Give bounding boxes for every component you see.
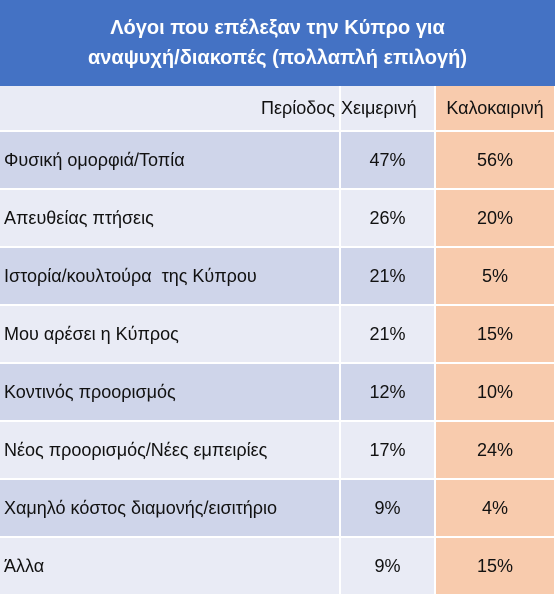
summer-value: 24% [435,421,555,480]
winter-value: 47% [340,131,436,190]
row-label: Ιστορία/κουλτούρα της Κύπρου [0,247,341,306]
summer-value: 15% [435,537,555,594]
winter-value: 21% [340,247,436,306]
table-row: Μου αρέσει η Κύπρος 21% 15% [0,305,555,364]
summer-value: 4% [435,479,555,538]
summer-value: 56% [435,131,555,190]
row-label: Απευθείας πτήσεις [0,189,341,248]
table-row: Άλλα 9% 15% [0,537,555,594]
table-row: Νέος προορισμός/Νέες εμπειρίες 17% 24% [0,421,555,480]
table-row: Κοντινός προορισμός 12% 10% [0,363,555,422]
data-table: Περίοδος Χειμερινή Καλοκαιρινή Φυσική ομ… [0,86,555,594]
winter-value: 21% [340,305,436,364]
summer-value: 15% [435,305,555,364]
table-title: Λόγοι που επέλεξαν την Κύπρο για αναψυχή… [0,0,555,86]
header-winter: Χειμερινή [340,86,436,132]
header-summer: Καλοκαιρινή [435,86,555,132]
winter-value: 26% [340,189,436,248]
row-label: Άλλα [0,537,341,594]
summer-value: 5% [435,247,555,306]
header-row: Περίοδος Χειμερινή Καλοκαιρινή [0,86,555,132]
summer-value: 20% [435,189,555,248]
table-row: Χαμηλό κόστος διαμονής/εισιτήριο 9% 4% [0,479,555,538]
row-label: Νέος προορισμός/Νέες εμπειρίες [0,421,341,480]
row-label: Κοντινός προορισμός [0,363,341,422]
winter-value: 9% [340,537,436,594]
row-label: Φυσική ομορφιά/Τοπία [0,131,341,190]
title-line-1: Λόγοι που επέλεξαν την Κύπρο για [110,17,445,39]
header-period-label: Περίοδος [0,86,341,132]
summer-value: 10% [435,363,555,422]
row-label: Χαμηλό κόστος διαμονής/εισιτήριο [0,479,341,538]
winter-value: 9% [340,479,436,538]
table-row: Απευθείας πτήσεις 26% 20% [0,189,555,248]
winter-value: 12% [340,363,436,422]
table-row: Ιστορία/κουλτούρα της Κύπρου 21% 5% [0,247,555,306]
table-row: Φυσική ομορφιά/Τοπία 47% 56% [0,131,555,190]
row-label: Μου αρέσει η Κύπρος [0,305,341,364]
title-line-2: αναψυχή/διακοπές (πολλαπλή επιλογή) [88,47,467,69]
winter-value: 17% [340,421,436,480]
